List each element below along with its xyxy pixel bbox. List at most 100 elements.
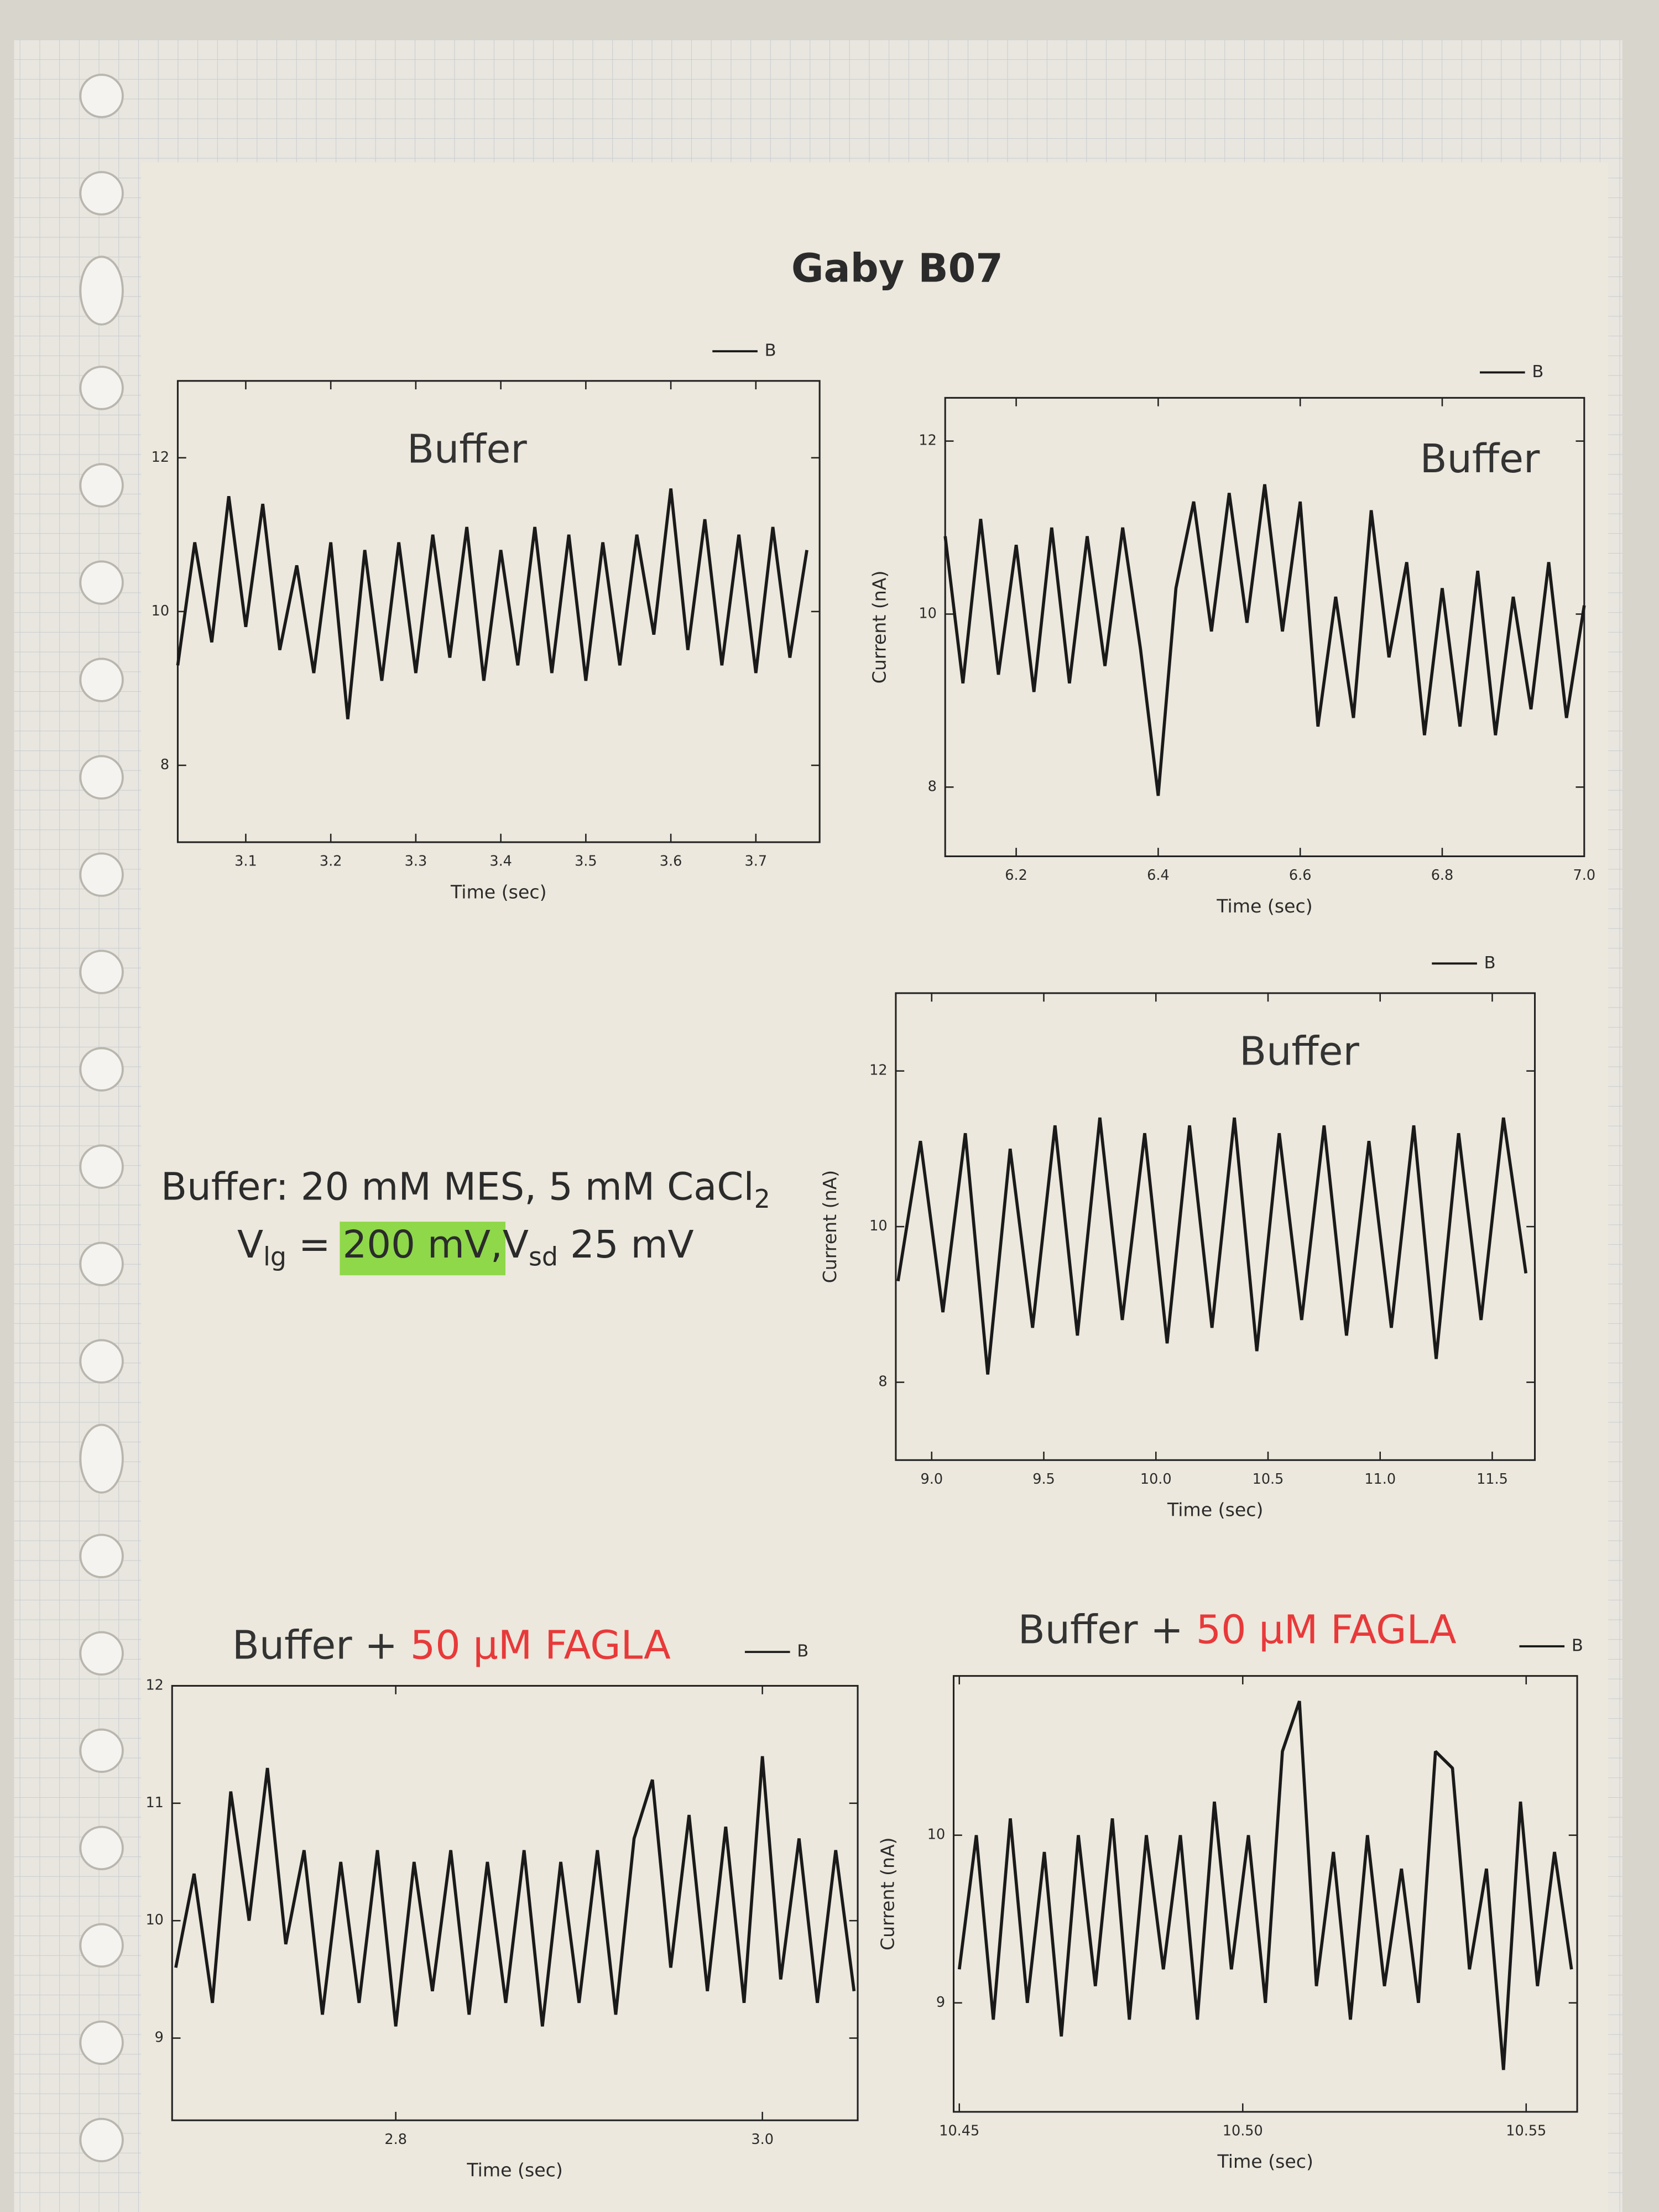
title-part: Buffer + — [232, 1622, 410, 1668]
chart: 8 10 12 3.1 3.2 3.3 3.4 3.5 3.6 3.7 Time (sec) Buff… — [152, 341, 821, 902]
legend-label: B — [1532, 362, 1543, 382]
highlight — [340, 1222, 506, 1276]
x-tick-label: 6.8 — [1431, 867, 1454, 884]
y-tick-label: 10 — [869, 1218, 887, 1234]
y-axis-label: Current (nA) — [877, 1837, 899, 1950]
x-tick-label: 11.0 — [1364, 1471, 1396, 1488]
x-tick-label: 3.4 — [489, 853, 512, 870]
y-tick-label: 12 — [145, 1677, 163, 1693]
y-axis-label: Current (nA) — [819, 1170, 841, 1284]
chart: 8 10 12 6.2 6.4 6.6 6.8 7.0 Time (sec) Current (n… — [868, 362, 1595, 917]
note-subscript: sd — [529, 1241, 558, 1271]
y-tick-label: 10 — [919, 605, 936, 622]
y-tick-label: 12 — [919, 432, 936, 449]
note-text: V — [237, 1223, 263, 1267]
y-tick-label: 10 — [927, 1827, 945, 1843]
legend-label: B — [1572, 1636, 1583, 1656]
page-title: Gaby B07 — [791, 245, 1003, 291]
hole — [79, 1923, 124, 1968]
punch-holes — [79, 74, 124, 2163]
hole — [79, 1339, 124, 1384]
x-axis-label: Time (sec) — [450, 881, 546, 902]
x-tick-label: 10.5 — [1253, 1471, 1284, 1488]
chart-title: Buffer — [1239, 1028, 1359, 1074]
y-tick-label: 12 — [869, 1062, 887, 1079]
hole — [79, 171, 124, 216]
x-tick-label: 7.0 — [1573, 867, 1596, 884]
y-tick-label: 10 — [152, 603, 169, 619]
hole — [79, 1631, 124, 1676]
legend-label: B — [1484, 953, 1496, 973]
title-part: 50 μM FAGLA — [410, 1622, 671, 1668]
hole — [79, 1825, 124, 1871]
trace — [943, 484, 1586, 796]
y-axis-label: Current (nA) — [868, 571, 890, 684]
note-line: Buffer: 20 mM MES, 5 mM CaCl2 — [161, 1165, 770, 1214]
title-part: Buffer — [407, 426, 527, 472]
title-part: 50 μM FAGLA — [1196, 1606, 1457, 1652]
hole — [79, 755, 124, 800]
hole — [79, 1241, 124, 1286]
hole — [79, 1047, 124, 1092]
y-tick-label: 11 — [145, 1794, 163, 1811]
x-axis-label: Time (sec) — [1167, 1499, 1263, 1521]
hole — [79, 1144, 124, 1189]
trace — [174, 1756, 856, 2027]
hole — [79, 74, 124, 118]
chart: 9 10 10.45 10.50 10.55 Time (sec) Current (nA)… — [877, 1606, 1583, 2172]
x-tick-label: 10.0 — [1140, 1471, 1172, 1488]
hole — [79, 560, 124, 605]
x-tick-label: 3.7 — [745, 853, 768, 870]
y-tick-label: 9 — [936, 1994, 945, 2011]
x-tick-label: 10.45 — [939, 2123, 979, 2140]
trace — [896, 1117, 1528, 1375]
x-tick-label: 6.6 — [1289, 867, 1312, 884]
y-tick-label: 8 — [878, 1374, 887, 1390]
x-tick-label: 2.8 — [384, 2131, 407, 2148]
hole — [79, 2117, 124, 2163]
hole — [79, 1533, 124, 1578]
trace — [176, 488, 808, 719]
x-tick-label: 9.0 — [920, 1471, 943, 1488]
x-tick-label: 10.50 — [1223, 2123, 1263, 2140]
x-axis-label: Time (sec) — [1217, 2151, 1313, 2172]
note-text: = — [286, 1223, 342, 1267]
chart-title: Buffer — [407, 426, 527, 472]
x-tick-label: 3.5 — [575, 853, 597, 870]
y-tick-label: 12 — [152, 449, 169, 466]
chart: 8 10 12 9.0 9.5 10.0 10.5 11.0 11.5 Time (sec) Cur… — [819, 953, 1536, 1521]
chart-title: Buffer + 50 μM FAGLA — [232, 1622, 671, 1668]
plot-area — [944, 397, 1585, 857]
x-tick-label: 3.6 — [660, 853, 682, 870]
plot-area — [171, 1684, 859, 2121]
trace — [957, 1700, 1573, 2070]
x-tick-label: 6.2 — [1005, 867, 1027, 884]
chart-title: Buffer + 50 μM FAGLA — [1018, 1606, 1457, 1652]
x-tick-label: 6.4 — [1147, 867, 1170, 884]
note-text: Buffer: 20 mM MES, 5 mM CaCl — [161, 1165, 754, 1209]
y-tick-label: 8 — [928, 778, 937, 795]
x-axis-label: Time (sec) — [466, 2159, 562, 2181]
hole — [79, 852, 124, 897]
x-tick-label: 3.0 — [751, 2131, 774, 2148]
x-tick-label: 3.1 — [234, 853, 257, 870]
note-subscript: 2 — [754, 1183, 770, 1213]
legend-label: B — [765, 341, 776, 361]
note-line: Vlg = 200 mV,Vsd 25 mV — [237, 1223, 694, 1271]
x-tick-label: 11.5 — [1477, 1471, 1508, 1488]
y-tick-label: 10 — [145, 1912, 163, 1928]
note-subscript: lg — [263, 1241, 286, 1271]
note-highlighted: 200 mV, — [343, 1223, 503, 1267]
y-tick-label: 8 — [160, 757, 169, 773]
hole — [79, 1423, 124, 1494]
x-axis-label: Time (sec) — [1216, 895, 1312, 917]
hole — [79, 255, 124, 326]
hole — [79, 366, 124, 410]
note-text: V — [503, 1223, 529, 1267]
x-tick-label: 3.3 — [405, 853, 427, 870]
hole — [79, 658, 124, 702]
legend-label: B — [797, 1642, 808, 1661]
hole — [79, 2020, 124, 2065]
plot-area — [952, 1675, 1578, 2113]
title-part: Buffer + — [1018, 1606, 1196, 1652]
